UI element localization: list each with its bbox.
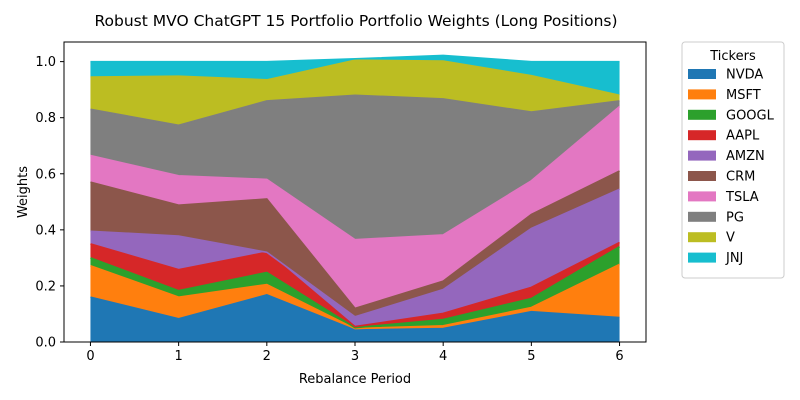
x-tick-label: 5 — [527, 349, 535, 364]
areas-layer — [90, 55, 620, 342]
legend-swatch-nvda — [688, 69, 716, 79]
legend-label-v: V — [726, 231, 735, 246]
legend: Tickers NVDA MSFT GOOGL AAPL AMZN CRM TSLA PG VJ… — [681, 41, 785, 279]
series-line-nvda — [90, 294, 620, 331]
legend-swatch-googl — [688, 109, 716, 120]
series-line-jnj — [90, 54, 620, 63]
area-aapl — [90, 242, 620, 328]
legend-title: Tickers — [709, 49, 756, 64]
series-line-tsla — [90, 105, 621, 241]
area-crm — [90, 170, 620, 317]
area-tsla — [90, 106, 620, 309]
series-line-v — [90, 59, 620, 97]
y-tick-label: 1.0 — [35, 55, 56, 70]
legend-swatch-aapl — [688, 130, 716, 141]
legend-label-amzn: AMZN — [726, 149, 765, 164]
x-tick-label: 0 — [86, 349, 94, 364]
x-axis-title: Rebalance Period — [299, 372, 411, 387]
x-tick-label: 3 — [351, 349, 359, 364]
series-line-amzn — [90, 188, 620, 318]
y-tick-label: 0.6 — [35, 167, 56, 182]
series-line-aapl — [90, 241, 620, 328]
area-v — [90, 60, 620, 126]
legend-label-tsla: TSLA — [725, 190, 759, 205]
legend-items: NVDA MSFT GOOGL AAPL AMZN CRM TSLA PG V JNJ — [688, 68, 775, 266]
legend-swatch-tsla — [688, 191, 716, 202]
series-line-msft — [90, 263, 620, 330]
area-jnj — [90, 55, 620, 96]
series-line-googl — [90, 245, 620, 329]
x-tick-label: 4 — [439, 349, 447, 364]
x-tick-label: 2 — [263, 349, 271, 364]
x-axis-ticks: 0 1 2 3 4 5 6 — [86, 342, 624, 364]
legend-swatch-v — [688, 232, 716, 243]
area-nvda — [90, 294, 620, 342]
y-tick-label: 0.8 — [35, 111, 56, 126]
y-tick-label: 0.0 — [35, 336, 56, 351]
legend-swatch-amzn — [688, 150, 716, 161]
lines-layer — [90, 54, 621, 331]
legend-swatch-pg — [688, 211, 716, 222]
legend-label-msft: MSFT — [726, 88, 761, 103]
area-msft — [90, 264, 620, 330]
legend-label-nvda: NVDA — [726, 68, 763, 83]
legend-label-aapl: AAPL — [726, 129, 760, 144]
series-line-crm — [90, 170, 620, 310]
y-axis-ticks: 0.0 0.2 0.4 0.6 0.8 1.0 — [35, 55, 64, 351]
legend-label-googl: GOOGL — [726, 108, 775, 123]
legend-swatch-crm — [688, 171, 716, 181]
legend-label-jnj: JNJ — [725, 251, 743, 266]
y-tick-label: 0.4 — [35, 223, 56, 238]
legend-label-pg: PG — [726, 210, 744, 225]
y-axis-title: Weights — [16, 166, 31, 218]
legend-label-crm: CRM — [726, 170, 755, 185]
area-amzn — [90, 189, 620, 327]
y-tick-label: 0.2 — [35, 279, 56, 294]
area-pg — [90, 95, 620, 240]
x-tick-label: 6 — [615, 349, 623, 364]
chart-title: Robust MVO ChatGPT 15 Portfolio Portfoli… — [94, 12, 617, 30]
x-tick-label: 1 — [174, 349, 182, 364]
legend-swatch-jnj — [688, 252, 716, 263]
series-line-pg — [90, 94, 620, 127]
legend-swatch-msft — [688, 89, 716, 100]
